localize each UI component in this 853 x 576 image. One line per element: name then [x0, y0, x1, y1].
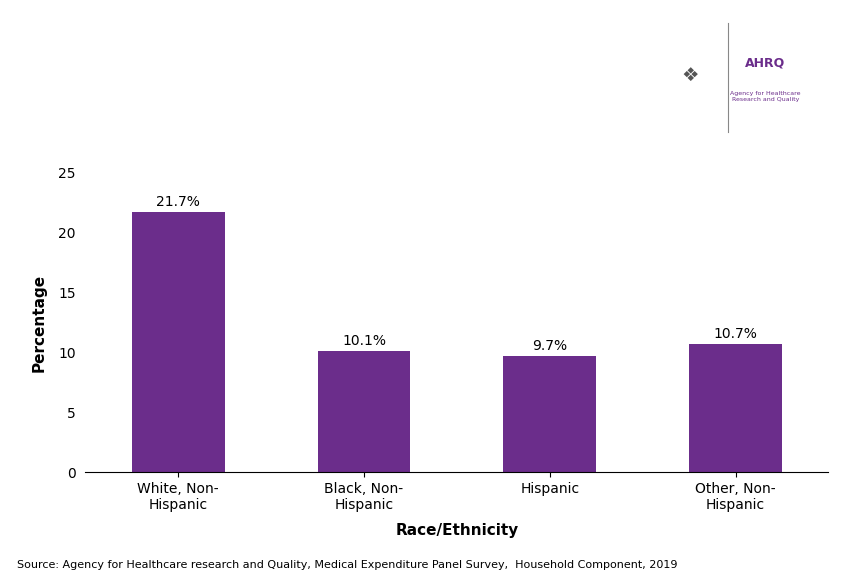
- Bar: [131, 213, 224, 472]
- Text: Source: Agency for Healthcare research and Quality, Medical Expenditure Panel Su: Source: Agency for Healthcare research a…: [17, 560, 676, 570]
- Text: ❖: ❖: [681, 66, 699, 85]
- Bar: [502, 356, 595, 472]
- Text: Figure 2. Percentage of population with treatment for mental
disorders among adu: Figure 2. Percentage of population with …: [39, 37, 643, 105]
- Bar: [688, 344, 781, 472]
- Text: Agency for Healthcare
Research and Quality: Agency for Healthcare Research and Quali…: [729, 91, 800, 102]
- Text: 10.1%: 10.1%: [341, 334, 386, 348]
- Text: 9.7%: 9.7%: [531, 339, 566, 353]
- Text: 10.7%: 10.7%: [713, 327, 757, 340]
- Text: AHRQ: AHRQ: [745, 56, 785, 69]
- X-axis label: Race/Ethnicity: Race/Ethnicity: [395, 524, 518, 539]
- Bar: [317, 351, 410, 472]
- Text: 21.7%: 21.7%: [156, 195, 200, 209]
- FancyBboxPatch shape: [631, 13, 853, 143]
- Y-axis label: Percentage: Percentage: [32, 274, 47, 372]
